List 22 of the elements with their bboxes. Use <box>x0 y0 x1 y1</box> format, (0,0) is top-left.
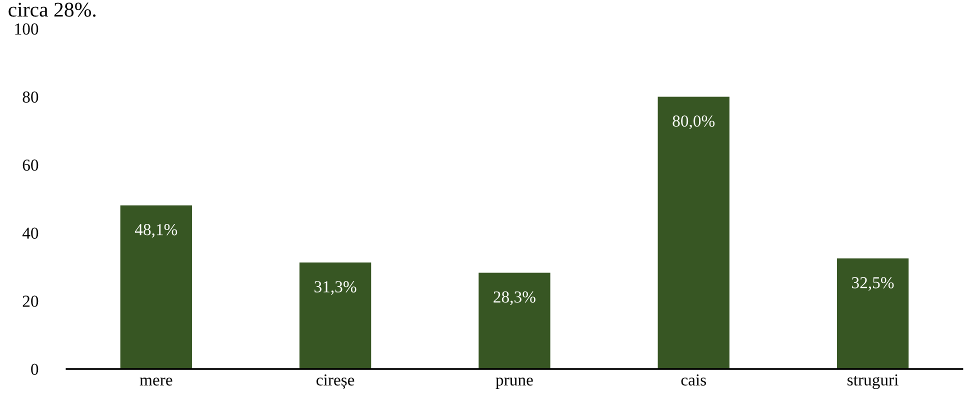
y-tick-label: 80 <box>22 91 38 103</box>
bar <box>478 272 550 369</box>
bar <box>836 258 909 369</box>
data-label: 80,0% <box>672 115 715 130</box>
data-label: 31,3% <box>314 281 356 295</box>
x-tick-label: struguri <box>848 374 898 389</box>
data-label: 32,5% <box>852 277 894 291</box>
bar <box>658 96 730 369</box>
x-tick-label: cais <box>681 374 706 386</box>
y-tick-label: 40 <box>22 228 38 239</box>
text: circa 28%. <box>8 2 96 17</box>
bar <box>299 262 372 369</box>
x-tick-label: prune <box>496 378 533 389</box>
x-tick-label: mere <box>140 378 172 386</box>
y-tick-label: 60 <box>22 160 38 171</box>
y-tick-label: 0 <box>31 364 38 375</box>
data-label: 48,1% <box>134 224 178 238</box>
y-tick-label: 20 <box>22 296 38 307</box>
x-tick-label: cireșe <box>316 374 354 389</box>
data-label: 28,3% <box>494 291 536 306</box>
bar <box>120 205 192 369</box>
y-tick-label: 100 <box>15 23 38 35</box>
